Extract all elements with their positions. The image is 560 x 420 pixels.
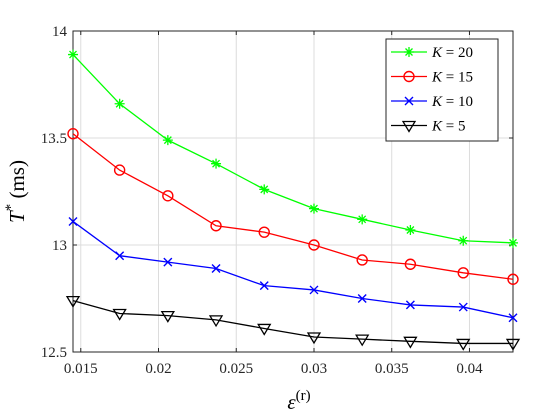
x-tick-label: 0.035 — [375, 361, 409, 377]
data-point — [68, 216, 78, 226]
series-line — [72, 54, 514, 244]
data-point — [457, 267, 469, 279]
data-point — [113, 164, 126, 176]
data-point — [404, 258, 417, 270]
data-point — [357, 214, 368, 225]
data-point — [401, 120, 417, 133]
data-point — [259, 281, 269, 291]
legend-entry: K = 10 — [391, 94, 473, 110]
data-point — [456, 338, 471, 351]
data-point — [258, 226, 270, 238]
data-point — [404, 47, 414, 57]
data-point — [68, 49, 78, 60]
series-k-20 — [68, 49, 518, 248]
data-point — [309, 285, 319, 295]
data-point — [404, 96, 414, 106]
axis-ticks: 0.015 0.02 0.025 0.03 0.035 0.04 12.5 13 13.5 14 — [41, 24, 513, 377]
y-tick-label: 12.5 — [41, 345, 67, 361]
legend-label: K = 20 — [431, 45, 473, 61]
data-series — [65, 49, 521, 351]
x-tick-label: 0.015 — [64, 361, 98, 377]
series-k-5 — [65, 295, 521, 351]
data-point — [211, 264, 221, 274]
y-axis-title: T* (ms) — [3, 160, 29, 223]
data-point — [357, 294, 367, 303]
data-point — [306, 332, 322, 345]
legend-entry: K = 20 — [391, 45, 473, 61]
data-point — [458, 235, 469, 246]
data-point — [405, 300, 415, 310]
data-point — [67, 128, 79, 140]
x-tick-label: 0.03 — [301, 361, 327, 377]
data-point — [308, 239, 320, 251]
data-point — [405, 225, 416, 236]
legend-entry: K = 15 — [391, 70, 473, 86]
data-point — [210, 220, 222, 232]
data-point — [208, 315, 224, 328]
data-point — [507, 273, 519, 285]
x-tick-label: 0.025 — [219, 361, 253, 377]
data-point — [508, 237, 518, 248]
x-axis-title: ε(r) — [287, 388, 310, 414]
y-tick-label: 13.5 — [41, 131, 67, 147]
data-point — [115, 251, 125, 261]
data-point — [403, 70, 415, 83]
series-line — [72, 220, 514, 319]
series-line — [72, 300, 513, 345]
data-point — [162, 190, 174, 202]
data-point — [356, 254, 368, 266]
data-point — [114, 98, 125, 109]
series-k-10 — [68, 216, 518, 323]
data-point — [112, 308, 127, 321]
y-tick-label: 14 — [52, 24, 68, 40]
data-point — [458, 302, 468, 312]
data-point — [211, 158, 222, 169]
legend-label: K = 5 — [431, 119, 465, 135]
legend-label: K = 10 — [431, 94, 473, 110]
data-point — [163, 257, 173, 267]
legend-entry: K = 5 — [391, 119, 465, 135]
data-point — [65, 295, 81, 308]
series-line — [72, 133, 514, 280]
data-point — [160, 310, 175, 323]
legend: K = 20 K = 15 K = 10 K = 5 — [385, 38, 499, 142]
data-point — [403, 336, 418, 349]
data-point — [257, 323, 272, 336]
y-tick-label: 13 — [52, 238, 67, 254]
data-point — [259, 184, 270, 195]
data-point — [355, 334, 370, 347]
series-k-15 — [67, 128, 519, 285]
x-tick-label: 0.02 — [145, 361, 171, 377]
legend-label: K = 15 — [431, 70, 473, 86]
data-point — [508, 313, 518, 323]
plot-area — [72, 30, 514, 353]
x-tick-label: 0.04 — [456, 361, 483, 377]
data-point — [308, 203, 319, 214]
data-point — [162, 135, 173, 146]
data-point — [505, 338, 521, 351]
